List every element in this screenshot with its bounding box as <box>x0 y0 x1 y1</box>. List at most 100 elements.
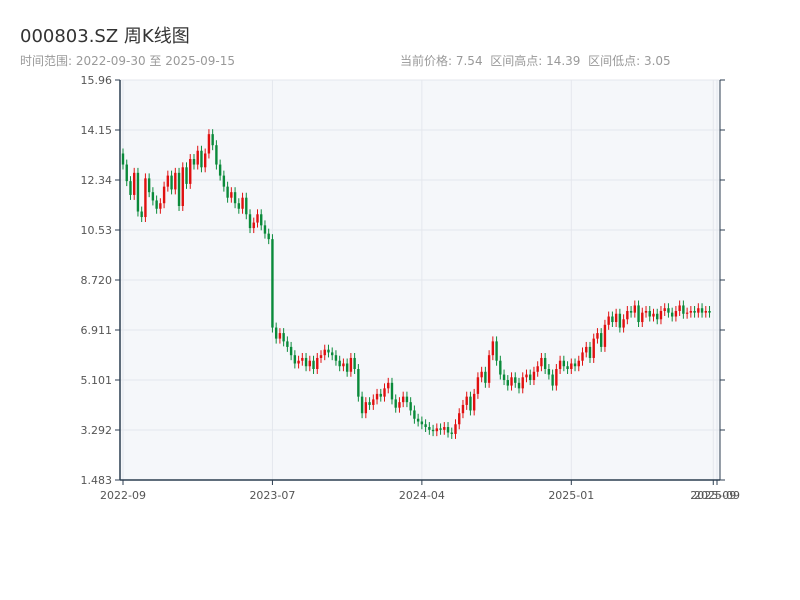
candle-body <box>514 377 517 383</box>
range-sep: 至 <box>145 54 166 68</box>
candle-body <box>670 312 674 317</box>
candle-body <box>185 167 188 184</box>
candle-body <box>383 388 386 397</box>
candle-body <box>241 197 244 209</box>
candle-body <box>312 360 315 370</box>
y-tick-label: 10.53 <box>81 224 113 237</box>
candle-body <box>581 352 584 361</box>
candle-body <box>375 393 379 400</box>
candle-body <box>573 363 577 367</box>
candle-body <box>338 360 341 367</box>
candle-body <box>566 366 569 370</box>
candle-body <box>465 396 468 405</box>
candle-body <box>499 360 502 375</box>
high-label: 区间高点: <box>490 54 547 68</box>
candle-body <box>189 159 192 184</box>
candle-body <box>558 360 562 370</box>
candle-body <box>596 333 599 339</box>
low-value: 3.05 <box>643 54 671 68</box>
candle-body <box>233 192 237 204</box>
candle-body <box>652 313 655 317</box>
candle-body <box>517 382 521 389</box>
candle-body <box>252 222 255 229</box>
candle-body <box>215 145 218 165</box>
candle-body <box>398 402 401 408</box>
candle-body <box>413 410 416 419</box>
candle-body <box>334 355 338 361</box>
candle-body <box>405 396 409 403</box>
candle-body <box>121 153 125 165</box>
candle-body <box>237 203 241 209</box>
candle-body <box>551 374 554 386</box>
candle-body <box>529 374 532 381</box>
candle-body <box>592 338 595 358</box>
candle-body <box>170 175 173 190</box>
candle-body <box>200 150 203 168</box>
candle-body <box>319 355 323 358</box>
candle-body <box>693 310 696 313</box>
candle-body <box>327 349 330 353</box>
candle-body <box>685 312 689 314</box>
candle-body <box>144 178 147 218</box>
candle-body <box>260 214 263 226</box>
candle-body <box>577 360 580 367</box>
candle-body <box>256 214 259 223</box>
candle-body <box>368 402 371 405</box>
candle-body <box>502 374 506 381</box>
candle-body <box>207 134 211 154</box>
candle-body <box>372 399 375 405</box>
candle-body <box>267 233 270 240</box>
candle-body <box>629 310 633 313</box>
candle-body <box>301 357 304 361</box>
candle-body <box>192 159 196 165</box>
candle-body <box>618 313 622 328</box>
candle-body <box>162 186 166 204</box>
candle-body <box>331 352 334 356</box>
candle-body <box>379 393 382 397</box>
candle-body <box>622 319 625 328</box>
candle-body <box>387 382 390 389</box>
candle-body <box>181 167 184 206</box>
y-tick-label: 8.720 <box>81 274 113 287</box>
price-stats: 当前价格: 7.54 区间高点: 14.39 区间低点: 3.05 <box>400 52 671 69</box>
x-tick-label: 2022-09 <box>100 489 146 502</box>
candle-body <box>641 312 644 323</box>
candle-body <box>525 374 528 378</box>
candle-body <box>570 363 573 370</box>
candle-body <box>439 428 442 430</box>
candle-body <box>689 310 693 313</box>
candle-body <box>263 225 267 234</box>
candle-body <box>151 192 155 201</box>
candle-body <box>626 310 629 320</box>
candle-body <box>637 305 640 323</box>
candle-body <box>357 369 360 397</box>
candle-body <box>211 134 214 146</box>
candle-body <box>656 313 659 320</box>
x-tick-label: 2023-07 <box>249 489 295 502</box>
candle-body <box>510 377 513 386</box>
candle-body <box>155 200 158 209</box>
candle-body <box>125 164 128 182</box>
candle-body <box>394 399 397 408</box>
candle-body <box>226 186 229 198</box>
candle-body <box>416 418 420 422</box>
candle-body <box>286 341 289 347</box>
candle-body <box>390 382 394 400</box>
chart-title: 000803.SZ 周K线图 <box>20 26 190 47</box>
candle-body <box>663 308 666 311</box>
candle-body <box>342 363 345 367</box>
candle-body <box>700 308 704 313</box>
candle-body <box>282 333 285 342</box>
candle-body <box>274 327 278 339</box>
candle-body <box>682 305 685 314</box>
candle-body <box>424 424 427 428</box>
candle-body <box>480 371 483 378</box>
candle-body <box>401 396 405 403</box>
candle-body <box>353 357 356 370</box>
candle-body <box>491 341 495 356</box>
candle-body <box>644 310 648 313</box>
y-tick-label: 1.483 <box>81 474 113 487</box>
x-tick-label: 2025-09 <box>690 489 736 502</box>
candle-body <box>177 172 181 206</box>
y-tick-label: 14.15 <box>81 124 113 137</box>
